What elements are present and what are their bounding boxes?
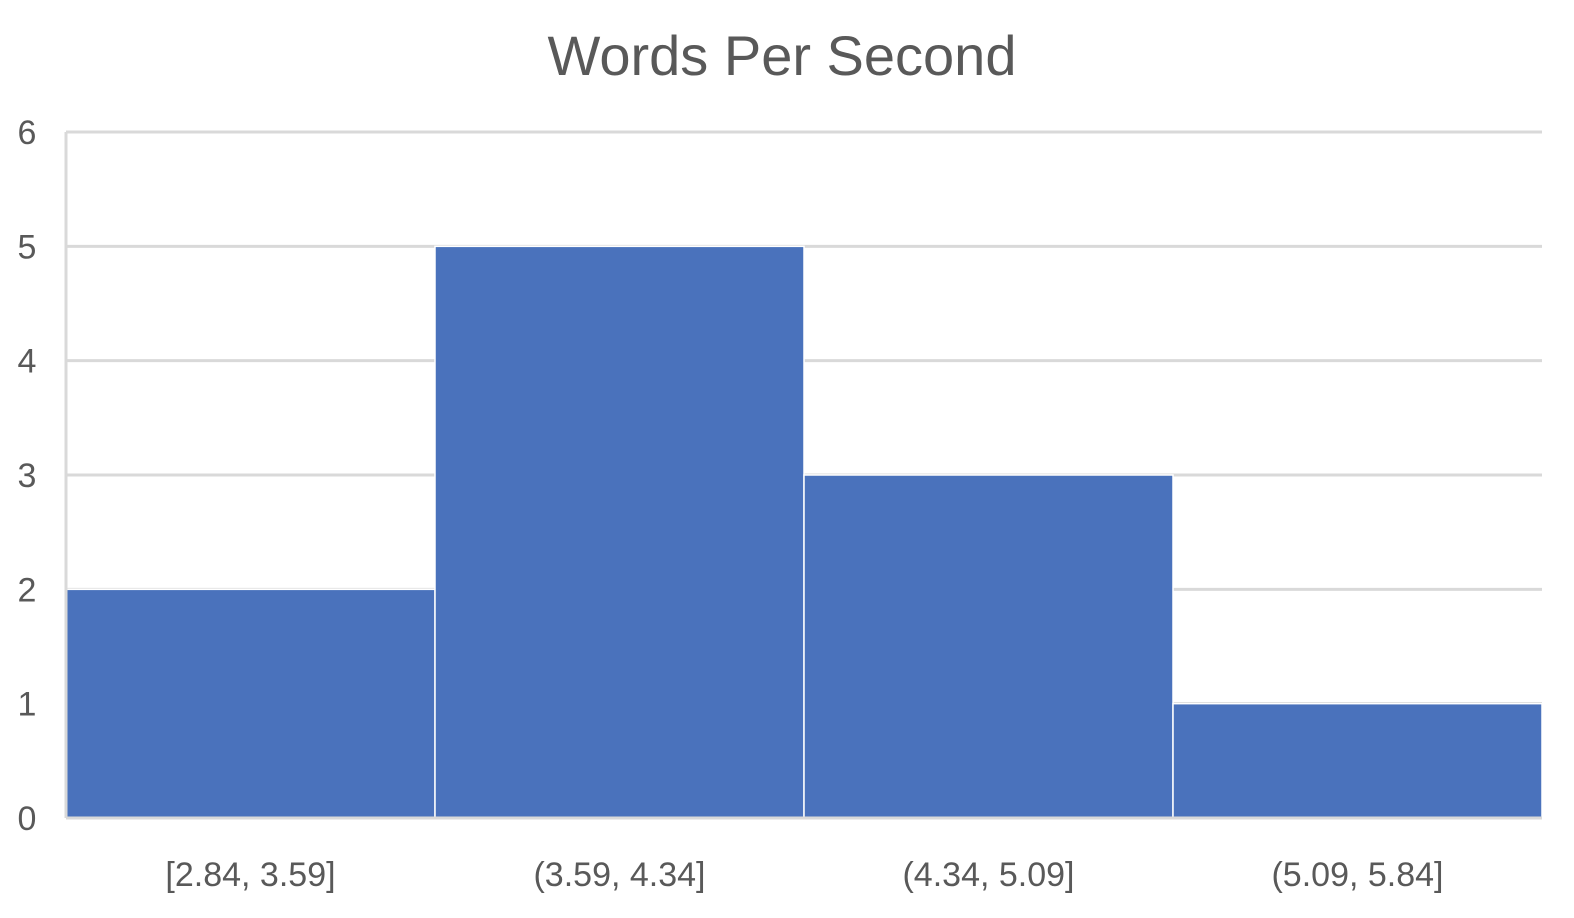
- chart-title: Words Per Second: [548, 24, 1017, 87]
- y-tick-label: 1: [18, 686, 37, 724]
- y-tick-label: 5: [18, 228, 37, 266]
- y-tick-label: 0: [18, 800, 37, 838]
- histogram-bar: [434, 245, 805, 819]
- y-tick-label: 2: [18, 571, 37, 609]
- x-category-label: [2.84, 3.59]: [165, 856, 335, 894]
- x-category-label: (5.09, 5.84]: [1271, 856, 1443, 894]
- bars: [65, 245, 1543, 819]
- y-tick-label: 4: [18, 343, 37, 381]
- y-tick-label: 3: [18, 457, 37, 495]
- histogram-bar: [803, 474, 1174, 819]
- y-axis-tick-labels: 0 1 2 3 4 5 6: [18, 114, 37, 838]
- y-tick-label: 6: [18, 114, 37, 152]
- histogram-bar: [1172, 702, 1543, 819]
- histogram-bar: [65, 588, 436, 819]
- x-category-label: (4.34, 5.09]: [902, 856, 1074, 894]
- x-category-label: (3.59, 4.34]: [533, 856, 705, 894]
- x-axis-category-labels: [2.84, 3.59] (3.59, 4.34] (4.34, 5.09] (5.0…: [165, 856, 1443, 894]
